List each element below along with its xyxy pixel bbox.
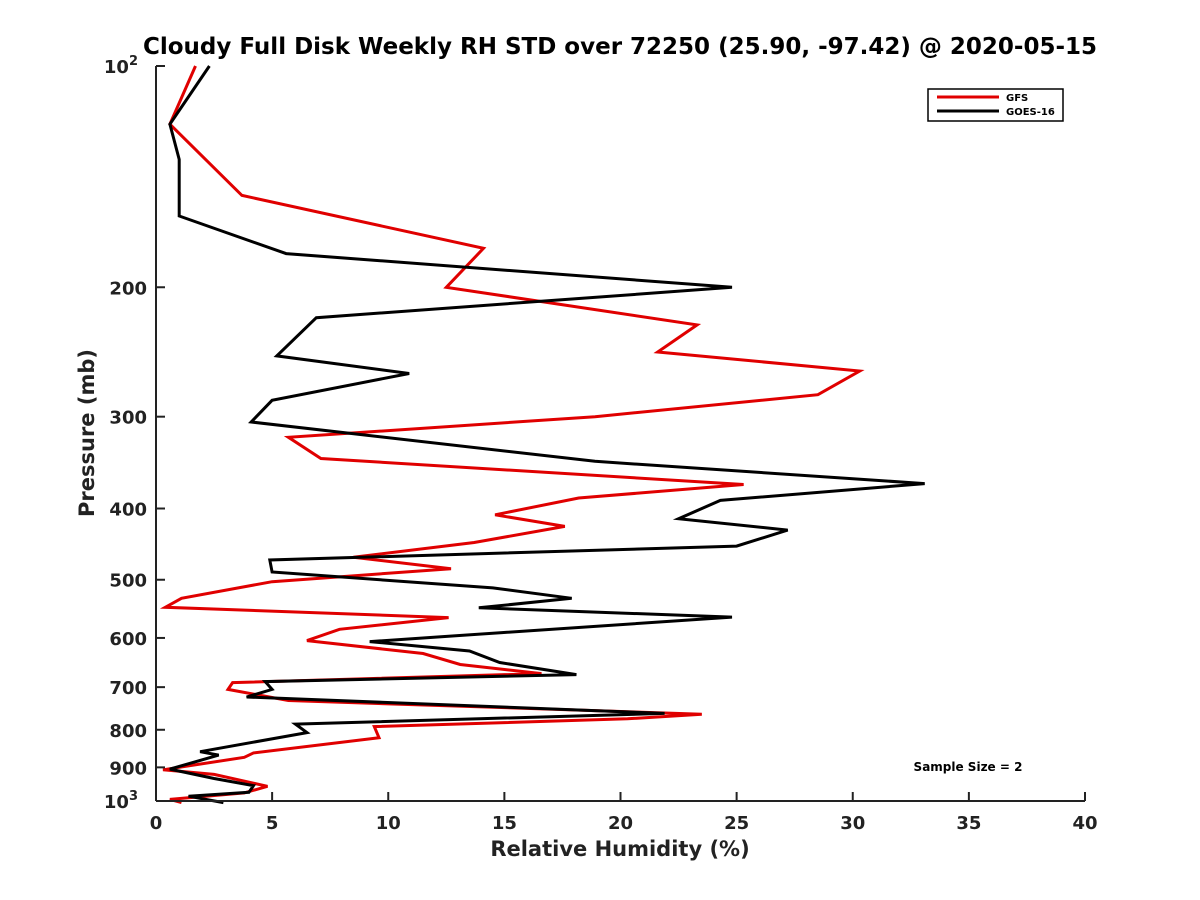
x-axis-label: Relative Humidity (%)	[490, 837, 749, 861]
y-ticks: 102 200 300 400 500 600 700 800 900 103	[104, 54, 165, 813]
x-tick-label: 5	[266, 813, 279, 834]
x-tick-label: 0	[150, 813, 163, 834]
legend-items: GFS GOES-16	[937, 93, 1055, 118]
x-tick-label: 20	[608, 813, 633, 834]
x-tick-label: 15	[492, 813, 517, 834]
y-tick-label: 400	[109, 500, 147, 521]
chart-title: Cloudy Full Disk Weekly RH STD over 7225…	[143, 34, 1097, 60]
y-tick-label: 103	[104, 789, 138, 813]
x-tick-label: 25	[724, 813, 749, 834]
series-line-gfs	[159, 65, 865, 805]
y-tick-label: 700	[109, 678, 147, 699]
y-tick-exponent: 3	[129, 789, 138, 804]
series-layer	[159, 65, 925, 805]
x-tick-label: 30	[840, 813, 865, 834]
y-tick-label: 300	[109, 408, 147, 429]
x-tick-label: 35	[956, 813, 981, 834]
x-ticks: 0 5 10 15 20 25 30 35 40	[150, 792, 1098, 834]
y-tick-label: 200	[109, 278, 147, 299]
series-line-goes-16	[168, 65, 925, 805]
y-tick-label: 500	[109, 571, 147, 592]
sample-size-annotation: Sample Size = 2	[914, 760, 1023, 774]
y-tick-label: 800	[109, 721, 147, 742]
x-tick-label: 10	[376, 813, 401, 834]
y-axis-label: Pressure (mb)	[75, 349, 99, 517]
legend-label-goes-16: GOES-16	[1006, 107, 1055, 118]
y-tick-label: 600	[109, 629, 147, 650]
axes-layer	[155, 66, 1085, 802]
y-tick-exponent: 2	[129, 54, 138, 69]
y-tick-label: 102	[104, 54, 138, 78]
y-tick-label: 900	[109, 758, 147, 779]
legend-label-gfs: GFS	[1006, 93, 1028, 104]
legend: GFS GOES-16	[927, 88, 1064, 122]
x-tick-label: 40	[1072, 813, 1097, 834]
legend-box	[927, 88, 1064, 122]
